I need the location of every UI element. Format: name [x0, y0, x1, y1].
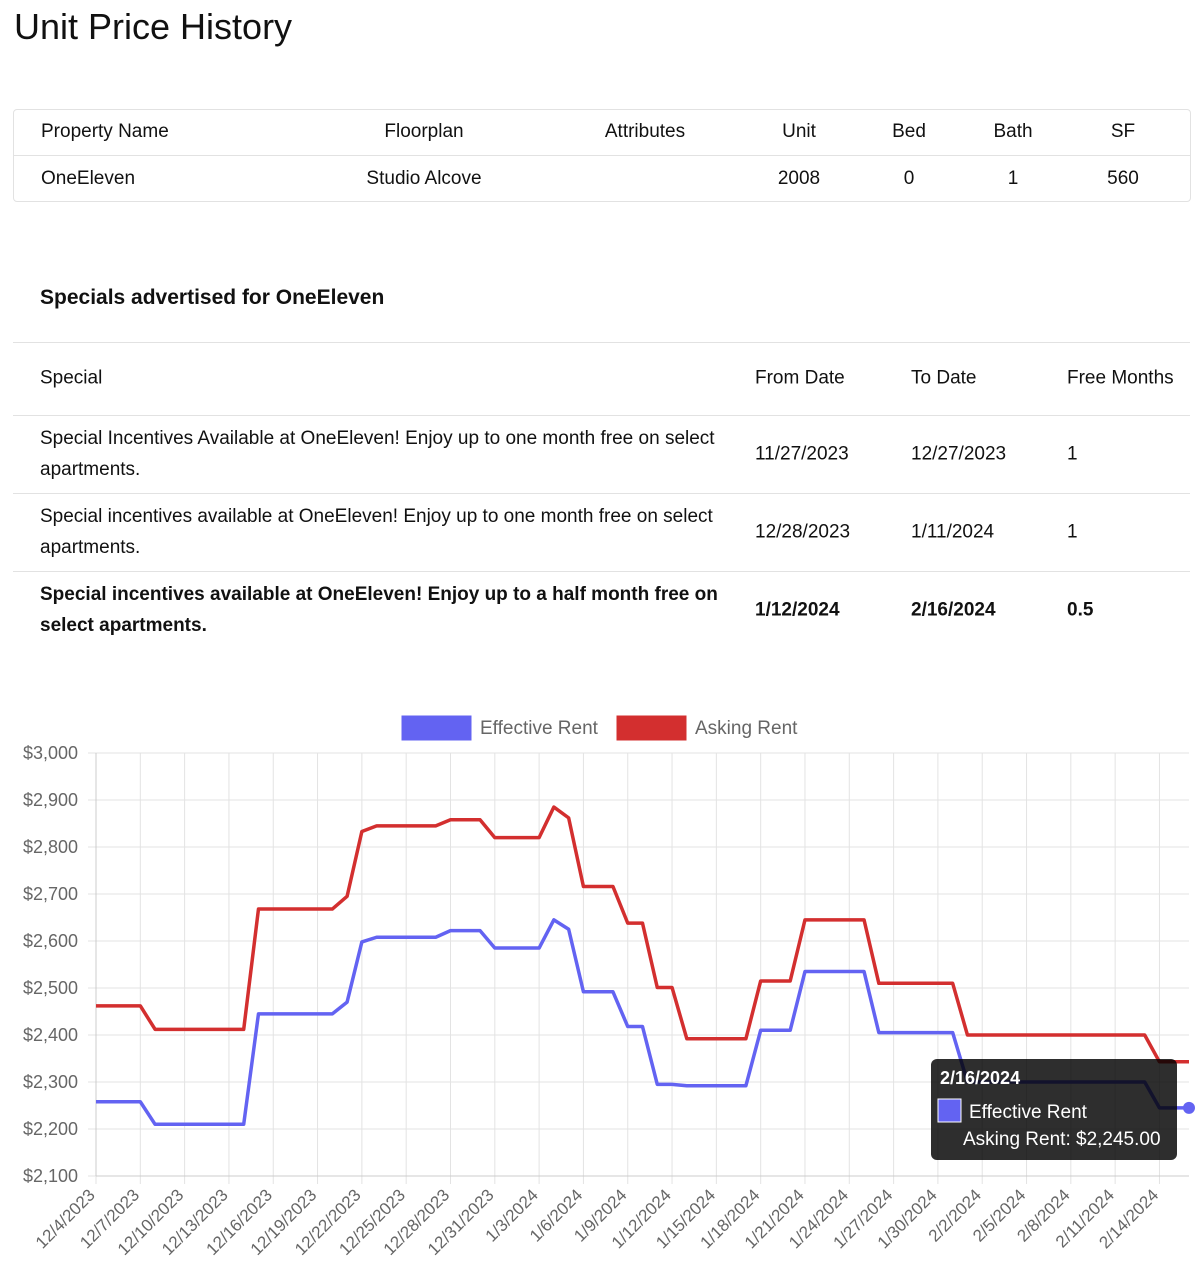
y-tick-label: $2,600	[23, 931, 78, 951]
column-header: From Date	[755, 367, 845, 389]
tooltip-title: 2/16/2024	[940, 1068, 1020, 1088]
y-tick-label: $2,700	[23, 884, 78, 904]
page-title: Unit Price History	[14, 6, 293, 47]
column-header: SF	[1110, 121, 1136, 142]
table-cell: 1	[1007, 168, 1019, 189]
table-cell: 11/27/2023	[755, 443, 849, 465]
table-cell: 560	[1107, 168, 1139, 189]
column-header: Bath	[993, 121, 1033, 142]
row-separator	[13, 342, 1190, 343]
table-cell: 1/11/2024	[911, 521, 995, 543]
column-header: Floorplan	[384, 121, 464, 142]
legend-swatch	[616, 715, 687, 741]
column-header: Free Months	[1067, 367, 1174, 389]
row-separator	[13, 415, 1190, 416]
table-cell: Studio Alcove	[366, 168, 482, 189]
row-separator	[14, 155, 1190, 156]
specials-table: Special From Date To Date Free Months Specia…	[13, 342, 1190, 636]
y-tick-label: $2,100	[23, 1166, 78, 1186]
column-header: To Date	[911, 367, 977, 389]
chart: $2,100 $2,200 $2,300 $2,400 $2,500 $2,600 $2,7…	[23, 715, 1195, 1259]
series-line	[96, 805, 1189, 1064]
unit-table: Property Name Floorplan Attributes Unit Bed B…	[13, 109, 1191, 202]
table-cell: 2008	[777, 168, 821, 189]
column-header: Attributes	[604, 121, 686, 142]
table-cell: 12/28/2023	[755, 521, 851, 543]
table-cell: Special incentives available at OneEleve…	[40, 506, 713, 558]
tooltip-item: Effective Rent	[969, 1102, 1088, 1123]
table-cell: OneEleven	[41, 168, 136, 189]
tooltip-box	[931, 1059, 1177, 1160]
y-tick-label: $2,300	[23, 1072, 78, 1092]
table-cell: 0	[903, 168, 915, 189]
tooltip-item: Asking Rent: $2,245.00	[963, 1129, 1161, 1150]
legend-label: Asking Rent	[695, 718, 798, 739]
y-tick-label: $2,500	[23, 978, 78, 998]
y-tick-label: $2,400	[23, 1025, 78, 1045]
column-header: Bed	[892, 121, 926, 142]
table-cell: 12/27/2023	[911, 443, 1007, 465]
y-tick-label: $2,900	[23, 790, 78, 810]
y-tick-label: $3,000	[23, 743, 78, 763]
legend-label: Effective Rent	[480, 718, 599, 739]
tooltip: 2/16/2024 Effective Rent Asking Rent: $2,2…	[931, 1059, 1177, 1160]
legend-swatch	[401, 715, 472, 741]
row-separator	[13, 571, 1190, 572]
table-cell: 0.5	[1067, 599, 1094, 621]
table-cell: 2/16/2024	[911, 599, 996, 621]
column-header: Property Name	[41, 121, 169, 142]
tooltip-swatch	[937, 1098, 962, 1123]
y-tick-label: $2,800	[23, 837, 78, 857]
column-header: Special	[40, 367, 103, 389]
y-tick-label: $2,200	[23, 1119, 78, 1139]
hover-point	[1183, 1101, 1195, 1114]
table-cell: 1	[1067, 443, 1078, 465]
row-separator	[13, 493, 1190, 494]
table-cell: Special incentives available at OneEleve…	[40, 584, 718, 636]
table-cell: 1/12/2024	[755, 599, 840, 621]
table-cell: Special Incentives Available at OneEleve…	[40, 428, 715, 480]
specials-title: Specials advertised for OneEleven	[40, 286, 385, 309]
table-cell: 1	[1067, 521, 1078, 543]
column-header: Unit	[782, 121, 816, 142]
